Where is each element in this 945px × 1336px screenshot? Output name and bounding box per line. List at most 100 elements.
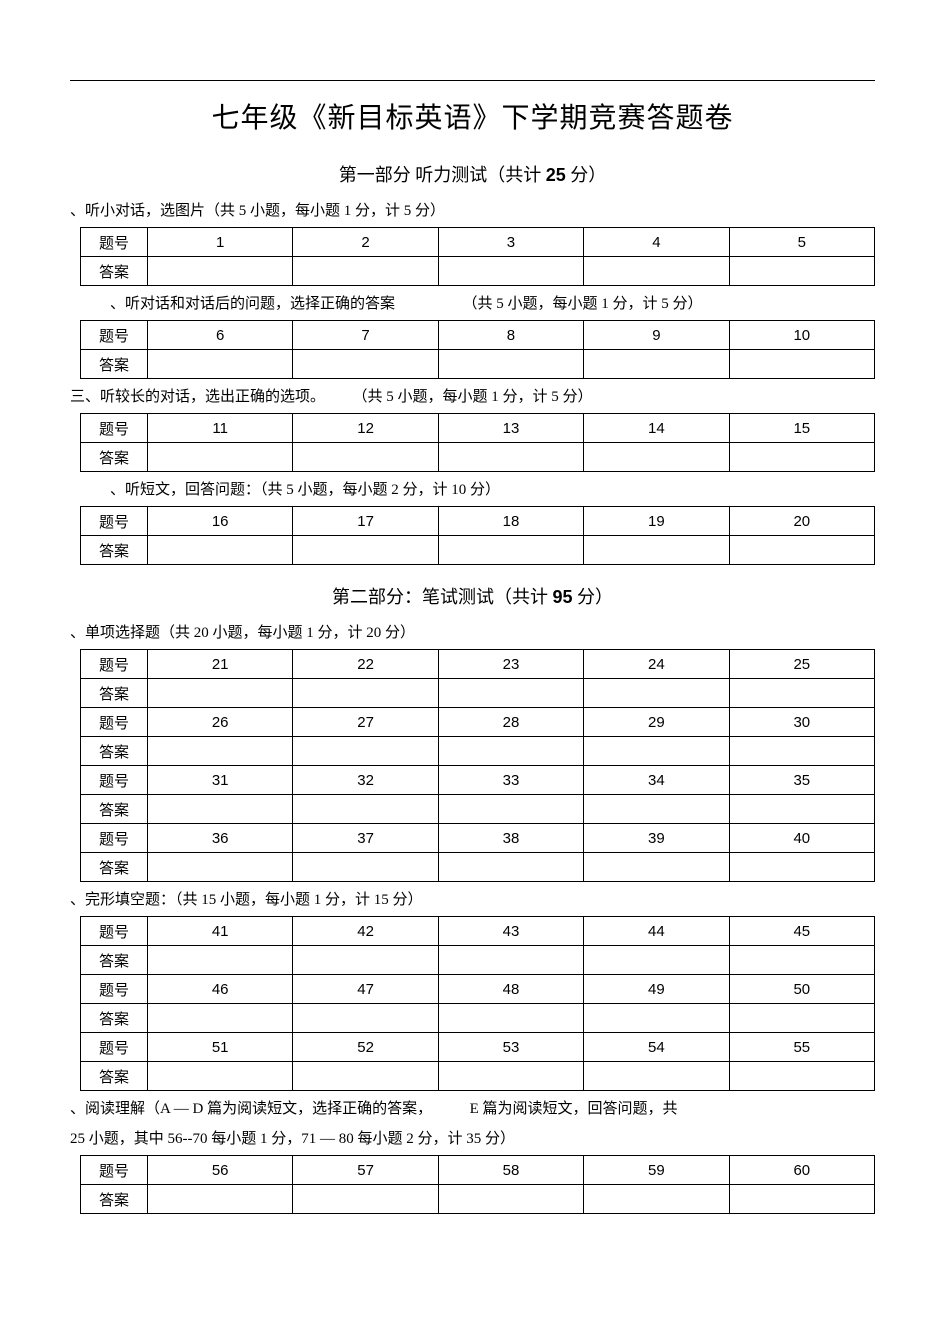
ans-cell	[584, 443, 729, 472]
sec7-label-b: E 篇为阅读短文，回答问题，共	[470, 1101, 678, 1117]
sec4-label: 、听短文，回答问题：（共 5 小题，每小题 2 分，计 10 分）	[70, 478, 875, 502]
table-row: 题号 11 12 13 14 15	[81, 414, 875, 443]
ans-cell	[438, 1185, 583, 1214]
ans-cell	[148, 443, 293, 472]
part2-heading-prefix: 第二部分：笔试测试（共计	[332, 587, 553, 607]
ans-cell	[438, 1062, 583, 1091]
ans-cell	[584, 536, 729, 565]
qnum: 52	[293, 1033, 438, 1062]
ans-cell	[584, 1004, 729, 1033]
ans-cell	[293, 679, 438, 708]
qnum: 57	[293, 1156, 438, 1185]
ans-cell	[584, 853, 729, 882]
qnum: 60	[729, 1156, 874, 1185]
ans-cell	[729, 1062, 874, 1091]
qnum: 7	[293, 321, 438, 350]
sec2-label: 、听对话和对话后的问题，选择正确的答案 （共 5 小题，每小题 1 分，计 5 …	[70, 292, 875, 316]
qnum: 30	[729, 708, 874, 737]
ans-label: 答案	[81, 795, 148, 824]
ans-cell	[293, 946, 438, 975]
qnum: 18	[438, 507, 583, 536]
qnum: 1	[148, 228, 293, 257]
ans-cell	[729, 1185, 874, 1214]
qnum: 11	[148, 414, 293, 443]
qnum: 3	[438, 228, 583, 257]
ans-cell	[438, 350, 583, 379]
ans-cell	[438, 1004, 583, 1033]
page: 七年级《新目标英语》下学期竞赛答题卷 第一部分 听力测试（共计 25 分） 、听…	[0, 0, 945, 1254]
part2-points: 95	[552, 587, 572, 607]
ans-cell	[729, 350, 874, 379]
table-row: 答案	[81, 853, 875, 882]
ans-cell	[729, 795, 874, 824]
ans-cell	[148, 1062, 293, 1091]
table-row: 答案	[81, 257, 875, 286]
ans-cell	[584, 795, 729, 824]
table-row: 题号 36 37 38 39 40	[81, 824, 875, 853]
ans-cell	[293, 350, 438, 379]
part1-points: 25	[546, 165, 566, 185]
ans-cell	[729, 443, 874, 472]
ans-label: 答案	[81, 1062, 148, 1091]
sec2-label-b: （共 5 小题，每小题 1 分，计 5 分）	[463, 296, 703, 312]
ans-cell	[438, 257, 583, 286]
qnum: 25	[729, 650, 874, 679]
top-rule	[70, 80, 875, 81]
sec2-table: 题号 6 7 8 9 10 答案	[80, 320, 875, 379]
table-row: 答案	[81, 737, 875, 766]
ans-cell	[584, 679, 729, 708]
qnum: 23	[438, 650, 583, 679]
row-label: 题号	[81, 650, 148, 679]
qnum: 33	[438, 766, 583, 795]
ans-cell	[148, 853, 293, 882]
ans-cell	[293, 795, 438, 824]
table-row: 答案	[81, 946, 875, 975]
ans-cell	[584, 737, 729, 766]
ans-cell	[148, 795, 293, 824]
ans-cell	[438, 536, 583, 565]
ans-label: 答案	[81, 443, 148, 472]
part1-heading-prefix: 第一部分 听力测试（共计	[339, 165, 546, 185]
qnum: 27	[293, 708, 438, 737]
ans-cell	[729, 536, 874, 565]
sec1-label: 、听小对话，选图片（共 5 小题，每小题 1 分，计 5 分）	[70, 199, 875, 223]
table-row: 题号 21 22 23 24 25	[81, 650, 875, 679]
qnum: 29	[584, 708, 729, 737]
table-row: 题号 41 42 43 44 45	[81, 917, 875, 946]
ans-label: 答案	[81, 946, 148, 975]
qnum: 38	[438, 824, 583, 853]
row-label: 题号	[81, 228, 148, 257]
ans-cell	[148, 536, 293, 565]
sec3-table: 题号 11 12 13 14 15 答案	[80, 413, 875, 472]
row-label: 题号	[81, 824, 148, 853]
ans-cell	[438, 853, 583, 882]
qnum: 12	[293, 414, 438, 443]
qnum: 56	[148, 1156, 293, 1185]
qnum: 32	[293, 766, 438, 795]
qnum: 9	[584, 321, 729, 350]
ans-label: 答案	[81, 257, 148, 286]
qnum: 14	[584, 414, 729, 443]
table-row: 题号 31 32 33 34 35	[81, 766, 875, 795]
table-row: 题号 46 47 48 49 50	[81, 975, 875, 1004]
table-row: 答案	[81, 1004, 875, 1033]
qnum: 34	[584, 766, 729, 795]
row-label: 题号	[81, 507, 148, 536]
sec7-label-line2: 25 小题，其中 56--70 每小题 1 分，71 — 80 每小题 2 分，…	[70, 1127, 875, 1151]
ans-cell	[293, 536, 438, 565]
qnum: 41	[148, 917, 293, 946]
ans-label: 答案	[81, 1004, 148, 1033]
sec1-table: 题号 1 2 3 4 5 答案	[80, 227, 875, 286]
table-row: 答案	[81, 350, 875, 379]
qnum: 46	[148, 975, 293, 1004]
qnum: 6	[148, 321, 293, 350]
table-row: 题号 56 57 58 59 60	[81, 1156, 875, 1185]
ans-cell	[438, 443, 583, 472]
ans-cell	[729, 946, 874, 975]
sec3-label-a: 三、听较长的对话，选出正确的选项。	[70, 389, 325, 405]
qnum: 19	[584, 507, 729, 536]
ans-cell	[438, 679, 583, 708]
qnum: 49	[584, 975, 729, 1004]
ans-cell	[293, 443, 438, 472]
ans-cell	[729, 679, 874, 708]
